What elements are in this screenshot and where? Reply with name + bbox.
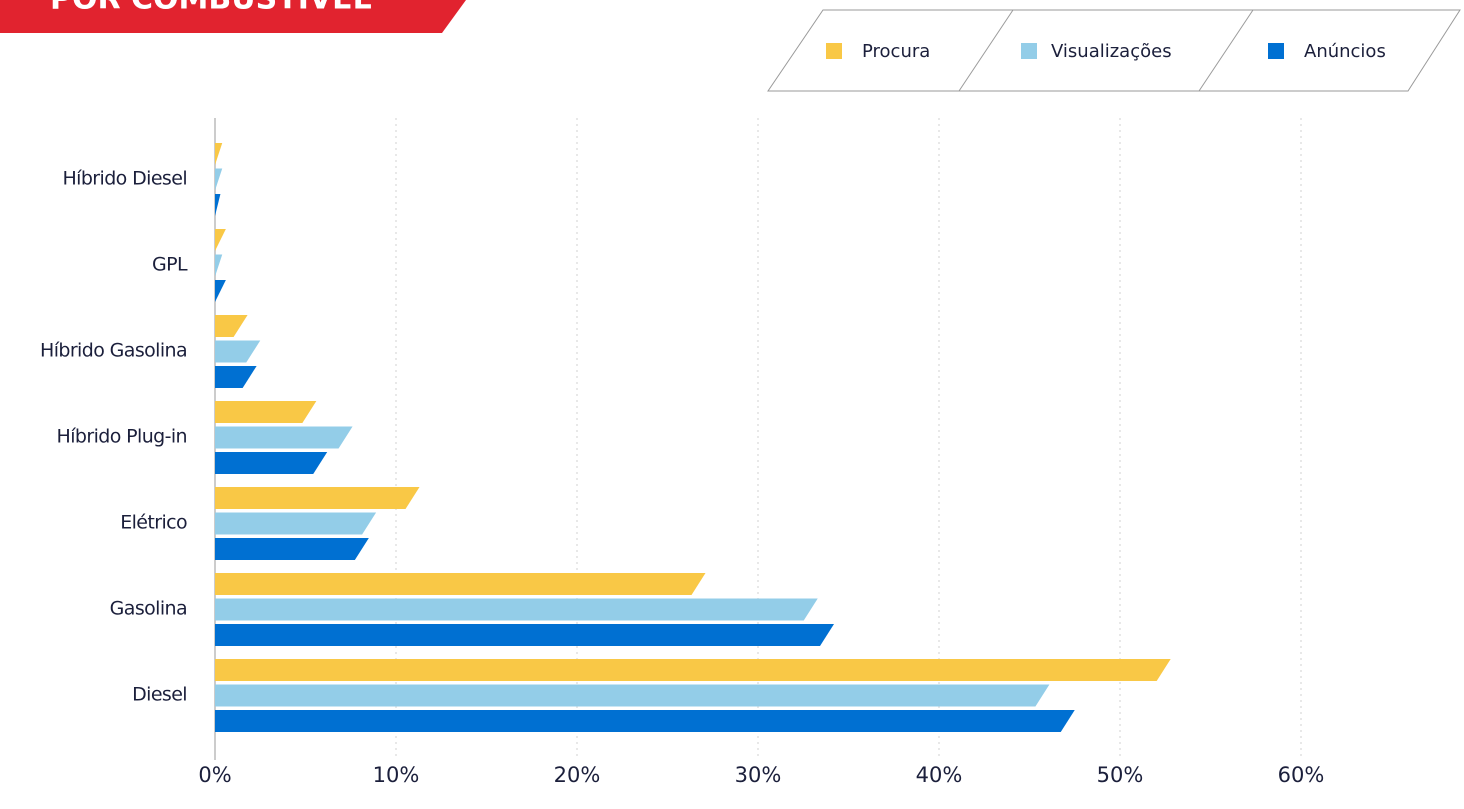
y-tick-label: Diesel bbox=[132, 684, 187, 706]
x-tick-label: 30% bbox=[735, 763, 782, 787]
x-tick-label: 40% bbox=[916, 763, 963, 787]
bar bbox=[215, 487, 420, 509]
bar bbox=[215, 452, 328, 474]
bar bbox=[215, 538, 369, 560]
bar bbox=[215, 598, 818, 621]
legend-swatch bbox=[826, 43, 842, 59]
y-tick-label: Híbrido Diesel bbox=[62, 168, 187, 190]
legend-box bbox=[767, 9, 1461, 92]
bar bbox=[215, 624, 835, 646]
bar bbox=[215, 401, 317, 423]
x-tick-label: 0% bbox=[198, 763, 231, 787]
legend-divider bbox=[1198, 9, 1254, 92]
bar bbox=[215, 229, 226, 251]
legend-divider bbox=[958, 9, 1014, 92]
chart-title: POR COMBUSTÍVEL bbox=[50, 0, 372, 17]
legend-swatch bbox=[1268, 43, 1284, 59]
y-tick-label: Elétrico bbox=[120, 512, 187, 534]
bar bbox=[215, 573, 706, 595]
bar bbox=[215, 684, 1050, 707]
y-tick-label: Gasolina bbox=[110, 598, 187, 620]
legend-label: Procura bbox=[862, 41, 930, 62]
y-tick-label: Híbrido Gasolina bbox=[40, 340, 187, 362]
x-tick-label: 20% bbox=[554, 763, 601, 787]
bar bbox=[215, 254, 223, 277]
bar bbox=[215, 194, 221, 216]
bar bbox=[215, 659, 1171, 681]
x-tick-label: 60% bbox=[1278, 763, 1325, 787]
title-banner bbox=[0, 0, 466, 33]
bar bbox=[215, 512, 377, 535]
bar bbox=[215, 426, 353, 449]
legend-label: Anúncios bbox=[1304, 41, 1386, 62]
bar bbox=[215, 168, 223, 191]
bar bbox=[215, 710, 1075, 732]
x-tick-label: 50% bbox=[1097, 763, 1144, 787]
bar bbox=[215, 143, 223, 165]
bar bbox=[215, 340, 261, 363]
legend-swatch bbox=[1021, 43, 1037, 59]
y-tick-label: Híbrido Plug-in bbox=[57, 426, 187, 448]
bar bbox=[215, 366, 257, 388]
bar bbox=[215, 280, 226, 302]
x-tick-label: 10% bbox=[373, 763, 420, 787]
legend-label: Visualizações bbox=[1051, 41, 1172, 62]
y-tick-label: GPL bbox=[152, 254, 188, 276]
bar bbox=[215, 315, 248, 337]
